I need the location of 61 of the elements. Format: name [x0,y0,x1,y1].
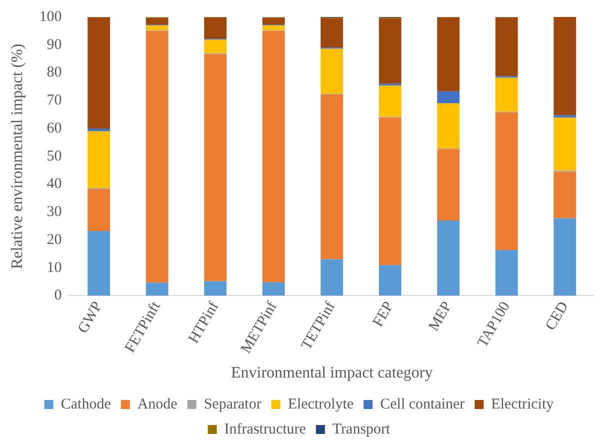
bar [437,149,460,220]
bar [554,172,576,218]
bar [146,30,168,283]
bar [378,265,402,296]
bar [88,131,110,188]
bar [554,218,576,296]
bar [262,30,285,282]
legend-label: Cathode [60,396,112,412]
bar [495,112,518,250]
y-tick-label: 100 [39,8,62,25]
bar [204,18,227,38]
bar [146,282,168,296]
bar [554,115,576,118]
bar [437,17,460,92]
bar [495,78,518,112]
bar [495,18,518,76]
bar [204,281,227,296]
bar [88,128,110,132]
bar [320,94,344,260]
y-axis-title: Relative environmental impact (%) [8,44,26,269]
x-axis-title: Environmental impact category [231,364,433,382]
legend-label: Electrolyte [288,396,354,412]
legend-label: Anode [137,396,178,412]
bar [437,103,460,149]
bar [554,17,576,116]
y-tick-label: 80 [46,64,62,81]
legend-label: Separator [204,396,262,412]
legend-label: Electricity [491,396,554,412]
bar [262,282,285,296]
y-tick-label: 70 [46,92,62,109]
bar [437,91,460,104]
bar [320,48,344,94]
bar [88,231,110,296]
bar [554,118,576,171]
bar [320,18,344,48]
bar [88,188,110,232]
bar [495,250,518,296]
bar [262,25,285,30]
y-tick-label: 10 [46,260,62,276]
y-tick-label: 0 [54,288,62,304]
bar [88,18,110,128]
bar [146,18,168,25]
legend-label: Cell container [380,396,465,412]
bar [320,259,344,296]
y-tick-label: 20 [46,232,62,248]
bar [378,86,402,117]
legend-label: Infrastructure [224,421,306,438]
y-tick-label: 60 [46,120,62,136]
bar [437,220,460,296]
bar [204,40,227,54]
legend-label: Transport [332,421,392,438]
bar [262,18,285,25]
bar [204,54,227,282]
bar [378,18,402,84]
bar [378,117,402,266]
bar [146,25,168,30]
y-tick-label: 90 [46,36,62,53]
x-tick-label: FEP [370,299,397,330]
y-tick-label: 30 [46,204,62,220]
y-tick-label: 50 [46,148,62,164]
y-tick-label: 40 [46,176,62,192]
